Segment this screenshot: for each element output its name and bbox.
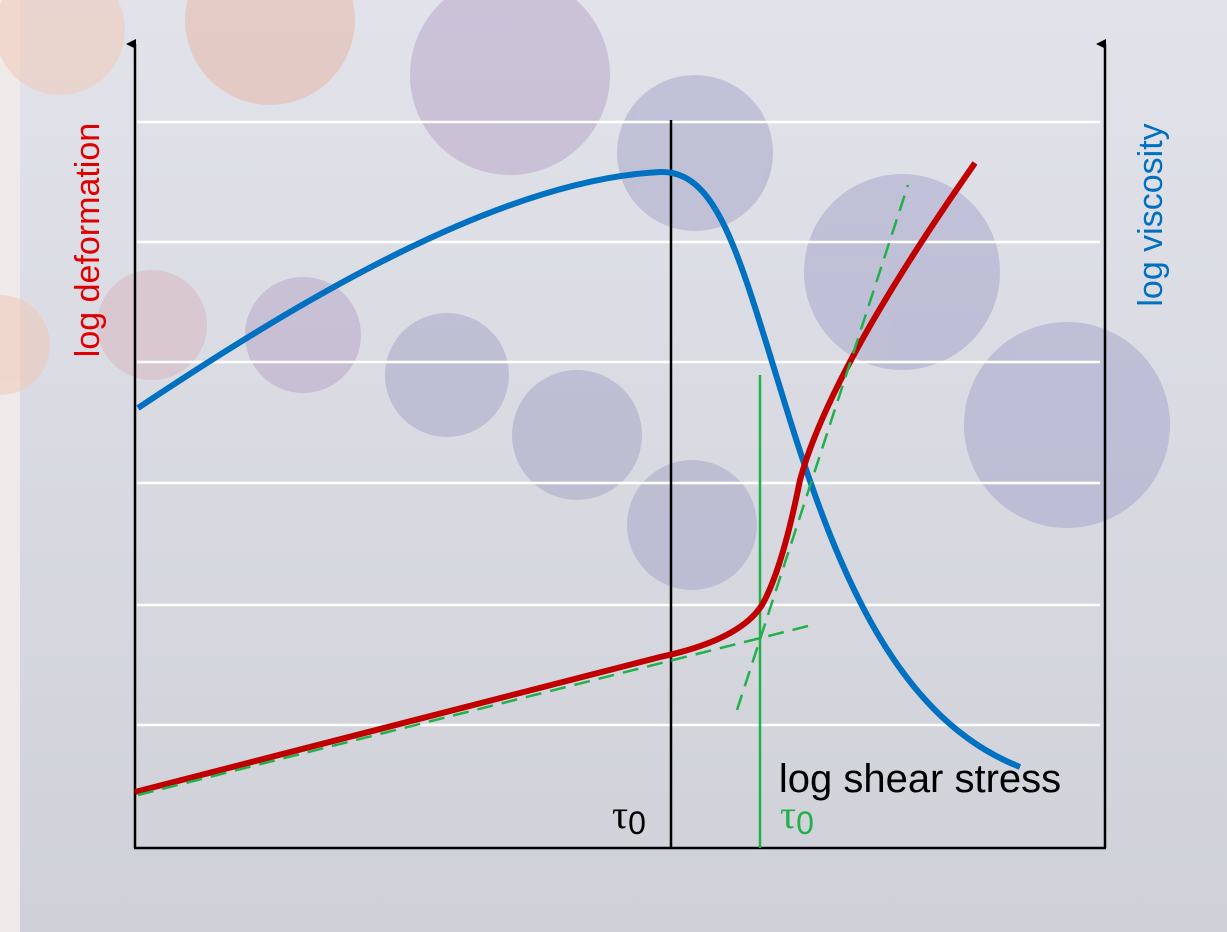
- tau-symbol: τ: [612, 792, 628, 837]
- tau-symbol: τ: [780, 792, 796, 837]
- deformation-curve: [134, 161, 978, 795]
- grid-lines: [137, 120, 1100, 727]
- tau-label-green: τ0: [780, 792, 814, 841]
- viscosity-curve: [136, 168, 1022, 770]
- tau-label: τ0: [612, 792, 646, 841]
- x-label: log shear stress: [779, 757, 1061, 801]
- y-right-label: log viscosity: [1132, 123, 1170, 306]
- tau-subscript: 0: [628, 805, 646, 841]
- y-left-label: log deformation: [69, 123, 107, 357]
- tangent-lines: [137, 184, 910, 797]
- tau-subscript: 0: [796, 805, 814, 841]
